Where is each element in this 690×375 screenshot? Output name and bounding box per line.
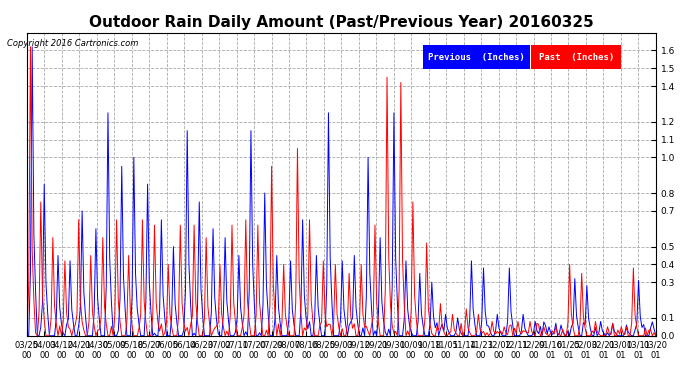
Title: Outdoor Rain Daily Amount (Past/Previous Year) 20160325: Outdoor Rain Daily Amount (Past/Previous… [89,15,594,30]
Text: Previous  (Inches): Previous (Inches) [428,53,525,62]
Text: Copyright 2016 Cartronics.com: Copyright 2016 Cartronics.com [7,39,138,48]
Text: Past  (Inches): Past (Inches) [538,53,614,62]
